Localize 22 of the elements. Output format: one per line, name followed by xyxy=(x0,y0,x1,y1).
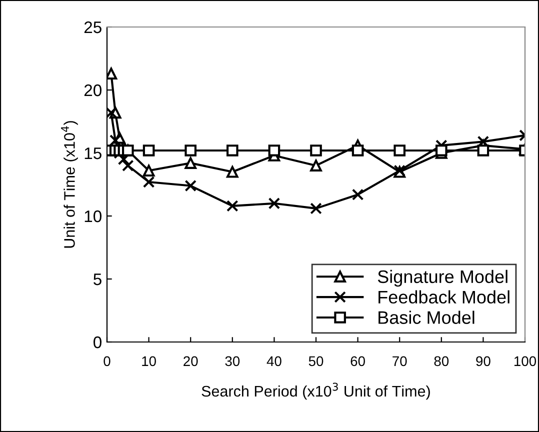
x-axis-title: Search Period (x10$^{3}$ Unit of Time) xyxy=(202,382,430,400)
legend-label: Feedback Model xyxy=(378,290,510,304)
y-tick-label: 10 xyxy=(84,210,102,222)
y-tick-label: 5 xyxy=(94,274,102,286)
x-tick-label: 50 xyxy=(308,356,324,366)
x-tick-label: 90 xyxy=(476,356,490,366)
x-tick-label: 0 xyxy=(104,356,110,366)
y-tick-label: 20 xyxy=(84,84,102,96)
x-tick-label: 80 xyxy=(434,356,449,366)
legend-label: Signature Model xyxy=(378,270,508,287)
y-axis-title: Unit of Time (x10$^{4}$) xyxy=(61,121,78,248)
legend-label: Basic Model xyxy=(378,310,474,324)
x-tick-label: 20 xyxy=(184,356,198,366)
x-tick-label: 10 xyxy=(142,356,156,366)
y-tick-label: 0 xyxy=(94,336,102,348)
x-tick-label: 60 xyxy=(350,356,365,366)
y-tick-label: 25 xyxy=(84,21,102,34)
y-tick-label: 15 xyxy=(84,148,102,160)
x-tick-label: 40 xyxy=(266,356,282,366)
x-tick-label: 100 xyxy=(514,356,536,366)
x-tick-label: 70 xyxy=(392,356,407,366)
x-tick-label: 30 xyxy=(225,356,240,366)
